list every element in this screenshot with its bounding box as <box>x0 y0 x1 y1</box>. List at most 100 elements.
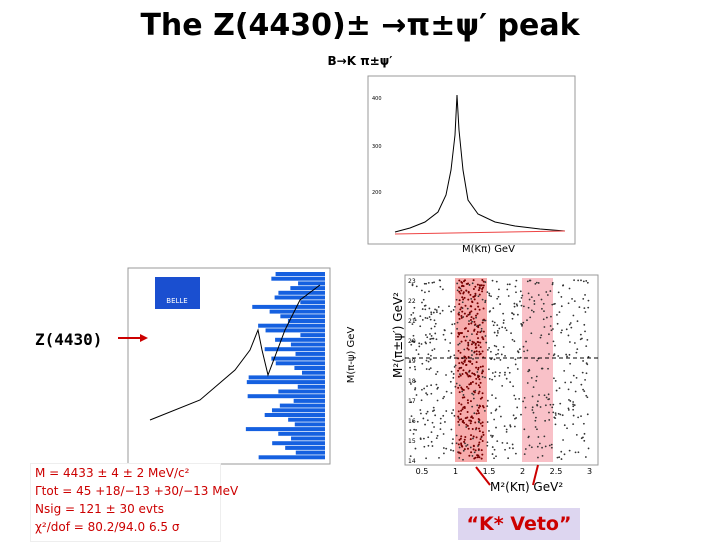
point <box>573 300 576 303</box>
point <box>582 422 585 425</box>
point <box>572 401 575 403</box>
point <box>570 381 572 384</box>
point <box>504 448 506 451</box>
point <box>469 381 472 384</box>
point <box>473 329 476 332</box>
point <box>460 316 463 319</box>
point <box>530 376 533 379</box>
point <box>554 344 556 347</box>
point <box>466 347 469 350</box>
point <box>550 315 552 318</box>
point <box>567 334 570 337</box>
point <box>445 447 448 450</box>
point <box>472 279 475 282</box>
point <box>479 381 482 384</box>
point <box>455 434 458 437</box>
point <box>459 437 462 440</box>
point <box>411 284 414 287</box>
point <box>566 355 568 358</box>
point <box>527 436 530 439</box>
point <box>461 301 464 304</box>
point <box>537 294 540 296</box>
point <box>511 317 514 320</box>
point <box>456 289 459 292</box>
point <box>478 308 481 311</box>
point <box>484 335 487 337</box>
point <box>510 332 512 335</box>
point <box>432 311 435 314</box>
point <box>409 360 411 362</box>
point <box>469 400 472 403</box>
point <box>460 386 463 389</box>
point <box>469 446 472 449</box>
point <box>413 306 416 309</box>
point <box>484 301 487 304</box>
point <box>561 414 564 417</box>
point <box>477 384 480 387</box>
axis-label: M²(π±ψ′) GeV² <box>391 292 405 378</box>
tick: 300 <box>372 144 382 150</box>
point <box>477 392 480 395</box>
point <box>425 457 427 460</box>
point <box>582 360 584 362</box>
point <box>518 397 521 400</box>
point <box>471 372 474 375</box>
point <box>470 310 473 313</box>
point <box>479 365 482 368</box>
point <box>432 337 435 340</box>
point <box>551 281 554 284</box>
point <box>564 381 567 384</box>
point <box>414 319 417 322</box>
point <box>541 454 544 457</box>
point <box>437 306 440 308</box>
point <box>495 280 498 283</box>
point <box>477 305 480 308</box>
point <box>580 437 583 440</box>
point <box>425 368 428 370</box>
point <box>492 307 495 310</box>
point <box>548 419 551 421</box>
point <box>562 439 564 441</box>
point <box>499 303 502 305</box>
point <box>447 349 450 352</box>
point <box>499 359 502 361</box>
point <box>472 397 475 400</box>
point <box>461 421 464 424</box>
point <box>412 420 414 423</box>
point <box>520 304 523 307</box>
point <box>441 288 444 291</box>
point <box>536 428 538 431</box>
point <box>566 427 568 430</box>
point <box>457 420 460 423</box>
point <box>587 306 590 309</box>
point <box>488 292 491 295</box>
point <box>519 300 521 303</box>
point <box>573 342 576 344</box>
point <box>541 367 544 370</box>
point <box>481 336 484 339</box>
point <box>490 434 492 437</box>
point <box>473 451 476 454</box>
point <box>532 310 535 313</box>
point <box>458 311 460 314</box>
point <box>463 348 466 351</box>
point <box>486 291 489 293</box>
point <box>491 453 494 455</box>
point <box>427 436 430 439</box>
point <box>444 421 446 423</box>
blue-bars <box>245 272 325 460</box>
point <box>458 402 461 405</box>
fit-results: M = 4433 ± 4 ± 2 MeV/c² Γtot = 45 +18/−13… <box>30 463 238 542</box>
point <box>478 386 481 389</box>
point <box>465 363 468 366</box>
point <box>482 286 485 289</box>
point <box>464 442 466 445</box>
point <box>477 326 480 329</box>
point <box>541 307 543 310</box>
point <box>476 371 479 373</box>
point <box>424 334 427 336</box>
point <box>461 396 464 399</box>
bar <box>300 333 325 338</box>
point <box>434 414 437 417</box>
point <box>488 310 491 313</box>
